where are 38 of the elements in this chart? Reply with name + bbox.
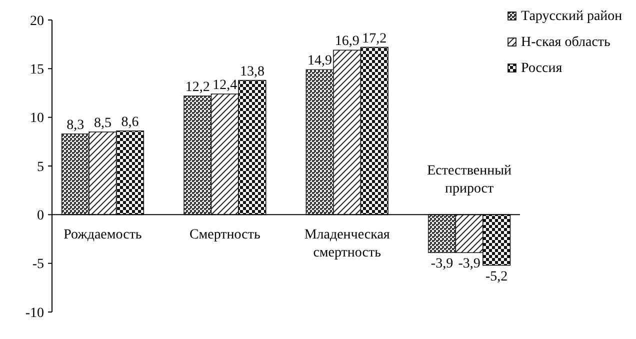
bar: [306, 69, 334, 216]
bar: [360, 46, 388, 216]
bar: [210, 94, 239, 216]
x-tick-label: Смертность: [189, 228, 260, 243]
bar: [482, 214, 511, 266]
bar: [116, 130, 144, 216]
y-tick-label: -5: [32, 257, 44, 272]
data-label: 12,2: [185, 80, 210, 95]
bar: [333, 50, 362, 216]
data-label: 16,9: [334, 34, 360, 50]
legend-label: Тарусский район: [521, 9, 623, 24]
data-label: -3,9: [430, 256, 454, 272]
data-label: 13,8: [240, 64, 264, 80]
y-tick-label: 20: [30, 14, 44, 29]
bar: [455, 214, 484, 254]
data-label: 14,9: [308, 54, 332, 69]
x-tick-label: Рождаемость: [64, 228, 142, 243]
y-tick-label: -10: [25, 306, 44, 321]
y-tick-label: 15: [30, 62, 44, 78]
data-label: 8,3: [66, 118, 84, 133]
data-label: 12,4: [212, 78, 238, 93]
data-label: 17,2: [362, 31, 387, 46]
bar: [184, 96, 212, 216]
y-tick-label: 0: [37, 208, 44, 224]
bar: [238, 80, 266, 216]
x-tick-label: Младенческая смертность: [304, 228, 390, 261]
x-tick-label: Естественный прирост: [427, 164, 512, 197]
y-tick-label: 5: [37, 160, 44, 175]
y-tick-label: 10: [30, 111, 44, 126]
data-label: 8,6: [121, 114, 139, 130]
data-label: 8,5: [94, 116, 112, 131]
legend-label: Н-ская область: [521, 35, 610, 50]
bar: [61, 133, 90, 216]
bar: [428, 214, 456, 254]
data-label: -5,2: [485, 269, 508, 284]
data-label: -3,9: [458, 256, 480, 272]
legend-label: Россия: [521, 61, 563, 76]
bar: [88, 132, 117, 216]
